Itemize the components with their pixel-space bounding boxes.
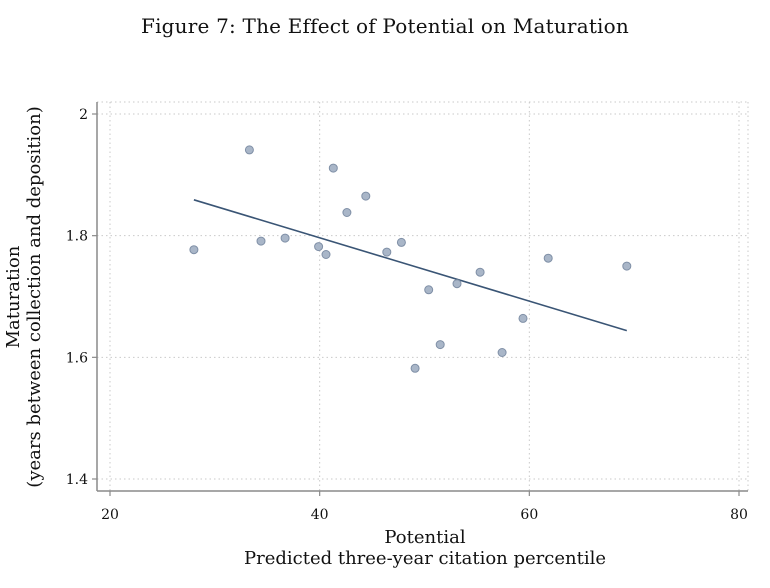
data-point	[280, 233, 290, 243]
y-axis-subtitle: (years between collection and deposition…	[24, 106, 45, 487]
y-tick-label: 1.6	[66, 350, 88, 366]
x-tick-label: 80	[730, 507, 748, 523]
data-point	[314, 242, 324, 252]
data-point	[424, 285, 434, 295]
data-point	[475, 267, 485, 277]
data-point	[396, 237, 406, 247]
data-point	[452, 279, 462, 289]
data-point	[435, 340, 445, 350]
data-point	[256, 236, 266, 246]
data-point	[361, 191, 371, 201]
axes: 1.4 1.6 1.8 2 20 40 60 80	[66, 102, 748, 523]
data-point	[382, 247, 392, 257]
figure-title: Figure 7: The Effect of Potential on Mat…	[141, 14, 629, 38]
x-tick-label: 20	[101, 507, 119, 523]
y-tick-label: 1.8	[66, 229, 88, 245]
data-point	[518, 313, 528, 323]
data-point	[543, 253, 553, 263]
x-tick-label: 40	[311, 507, 329, 523]
y-axis-title: Maturation	[3, 245, 24, 348]
data-point	[410, 363, 420, 373]
data-point	[622, 261, 632, 271]
y-tick-label: 1.4	[66, 472, 88, 488]
x-axis-subtitle: Predicted three-year citation percentile	[244, 548, 606, 569]
points-layer	[189, 145, 632, 373]
data-point	[321, 250, 331, 259]
data-point	[342, 208, 352, 217]
y-tick-label: 2	[79, 107, 88, 123]
data-point	[244, 145, 254, 155]
x-tick-label: 60	[520, 507, 538, 523]
axis-labels: Potential Predicted three-year citation …	[3, 106, 606, 569]
data-point	[497, 348, 507, 357]
data-point	[328, 163, 338, 173]
x-axis-title: Potential	[384, 527, 465, 548]
fit-line	[193, 199, 628, 332]
gridlines	[97, 101, 749, 491]
fit-line-layer	[193, 199, 628, 332]
data-point	[189, 245, 199, 255]
